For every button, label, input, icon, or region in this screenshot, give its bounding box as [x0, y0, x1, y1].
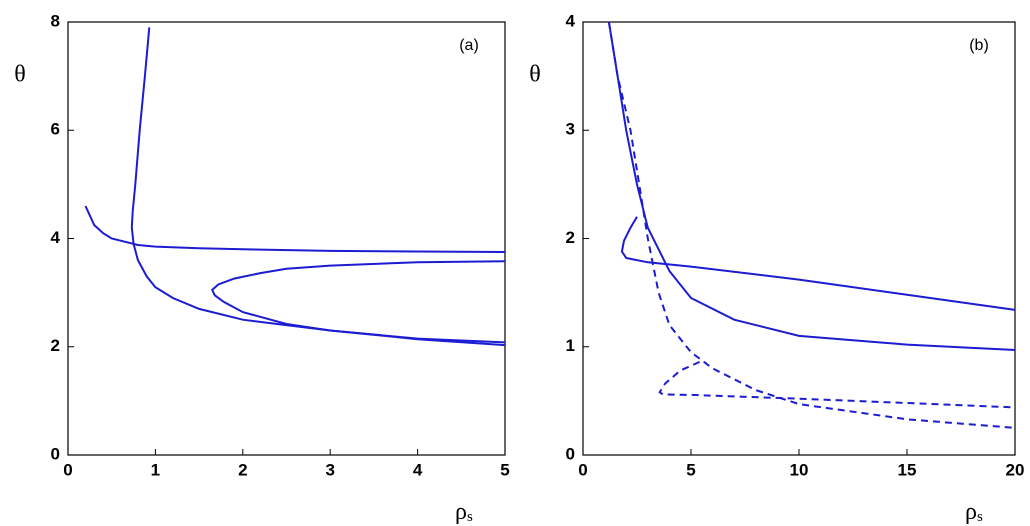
x-tick-label: 15	[898, 460, 917, 479]
y-tick-label: 2	[51, 336, 60, 355]
x-tick-label: 1	[151, 460, 160, 479]
curve	[607, 21, 1016, 429]
x-axis-label: ρs	[965, 499, 983, 526]
y-tick-label: 6	[51, 120, 60, 139]
x-tick-label: 2	[238, 460, 247, 479]
x-tick-label: 3	[325, 460, 334, 479]
x-tick-label: 5	[500, 460, 509, 479]
y-tick-label: 1	[566, 336, 575, 355]
x-tick-label: 0	[578, 460, 587, 479]
x-tick-label: 20	[1006, 460, 1025, 479]
x-tick-label: 10	[790, 460, 809, 479]
curve	[210, 260, 506, 347]
x-axis-label-subscript: s	[467, 509, 473, 525]
y-axis-label: θ	[529, 62, 541, 88]
curve	[130, 27, 506, 344]
y-tick-label: 0	[566, 444, 575, 463]
panel: 0 1 2 3 4 5 0 2 4 6 8 θ ρs (a)	[14, 11, 509, 525]
x-tick-label: 5	[686, 460, 695, 479]
curve	[658, 360, 1016, 409]
x-axis-label-symbol: ρ	[965, 499, 977, 525]
y-tick-label: 8	[51, 11, 60, 30]
y-tick-label: 3	[566, 120, 575, 139]
y-tick-label: 4	[566, 11, 576, 30]
curve	[620, 216, 1016, 311]
panel-label: (a)	[459, 37, 479, 54]
y-axis-label: θ	[14, 62, 26, 88]
curve	[84, 205, 506, 253]
y-tick-label: 4	[51, 228, 61, 247]
y-tick-label: 2	[566, 228, 575, 247]
x-tick-label: 4	[413, 460, 423, 479]
x-axis-label-subscript: s	[977, 509, 983, 525]
y-tick-label: 0	[51, 444, 60, 463]
x-tick-label: 0	[63, 460, 72, 479]
x-axis-label: ρs	[455, 499, 473, 526]
panel: 0 5 10 15 20 0 1 2 3 4 θ ρs (b)	[529, 11, 1024, 525]
panel-label: (b)	[969, 37, 989, 54]
curve	[607, 21, 1016, 351]
x-axis-label-symbol: ρ	[455, 499, 467, 525]
